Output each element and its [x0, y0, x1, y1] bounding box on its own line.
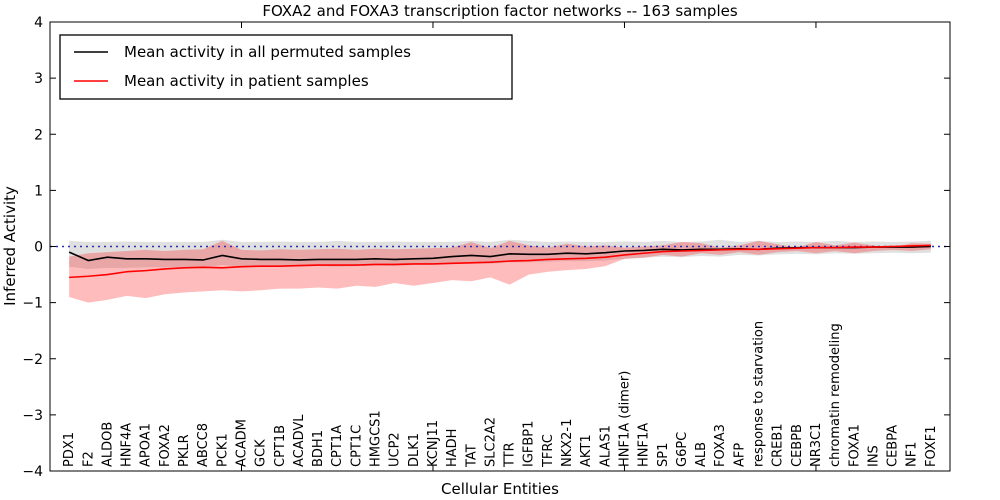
x-category-label: PDX1 [62, 432, 77, 467]
y-tick-label: −3 [22, 408, 43, 424]
x-category-label: FOXA2 [158, 424, 173, 467]
x-category-label: FOXA1 [847, 424, 862, 467]
y-tick-label: 3 [34, 71, 43, 87]
x-category-label: CEBPA [886, 425, 901, 467]
y-tick-label: −1 [22, 296, 43, 312]
series-line-patient [69, 244, 931, 279]
x-category-label: AKT1 [579, 434, 594, 467]
x-category-label: FOXA3 [713, 424, 728, 467]
x-category-label: CPT1A [330, 425, 345, 467]
x-category-label: GCK [254, 439, 269, 467]
x-axis-label: Cellular Entities [441, 480, 559, 498]
x-category-label: ACADVL [292, 414, 307, 467]
x-category-label: chromatin remodeling [828, 323, 843, 467]
x-category-label: PCK1 [215, 433, 230, 467]
x-category-label: NKX2-1 [560, 419, 575, 467]
x-category-label: APOA1 [139, 423, 154, 467]
x-category-label: HADH [445, 429, 460, 467]
x-category-label: SP1 [656, 443, 671, 467]
x-category-label: ABCC8 [196, 423, 211, 467]
x-category-label: UCP2 [388, 432, 403, 467]
chart-generated-layer: 4 3 2 1 0 −1 −2 −3 −4 PDX1 F2 ALDOB HNF4A APOA1 FOXA2 P… [22, 15, 950, 480]
x-category-label: PKLR [177, 434, 192, 467]
x-category-label: NR3C1 [809, 423, 824, 467]
y-tick-label: −2 [22, 352, 43, 368]
band-patient [69, 240, 931, 303]
x-category-label: response to starvation [752, 321, 767, 467]
x-category-label: SLC2A2 [483, 417, 498, 467]
x-category-label: ACADM [234, 419, 249, 467]
x-category-label: KCNJ11 [426, 420, 441, 467]
plot-frame [49, 21, 951, 472]
x-category-label: CEBPB [790, 424, 805, 467]
legend-label-patient: Mean activity in patient samples [124, 72, 369, 90]
x-category-label: TFRC [541, 434, 556, 468]
x-category-label: TTR [503, 442, 518, 468]
x-category-label: NF1 [905, 442, 920, 467]
x-category-label: CPT1C [349, 425, 364, 467]
legend-label-permuted: Mean activity in all permuted samples [124, 43, 411, 61]
x-category-label: HNF1A [637, 423, 652, 467]
x-category-label: HMGCS1 [369, 410, 384, 467]
y-tick-label: 4 [34, 15, 43, 31]
legend: Mean activity in all permuted samples Me… [59, 34, 513, 100]
x-category-label: FOXF1 [924, 425, 939, 467]
x-category-label: ALB [694, 442, 709, 467]
legend-box [59, 34, 513, 100]
x-category-label: DLK1 [407, 433, 422, 467]
y-tick-label: 1 [34, 183, 43, 199]
y-tick-label: −4 [22, 464, 43, 480]
x-category-label: CREB1 [771, 423, 786, 467]
x-category-label: AFP [732, 443, 747, 467]
x-category-label: CPT1B [273, 425, 288, 467]
x-category-label: BDH1 [311, 430, 326, 467]
x-category-label: G6PC [675, 432, 690, 467]
x-category-label: IGFBP1 [522, 421, 537, 467]
x-category-label: INS [866, 445, 881, 467]
y-tick-label: 0 [34, 240, 43, 256]
x-category-label: ALAS1 [598, 425, 613, 467]
y-axis-label: Inferred Activity [1, 186, 19, 306]
x-category-label: TAT [464, 444, 479, 468]
x-category-label: ALDOB [100, 422, 115, 467]
y-tick-label: 2 [34, 127, 43, 143]
x-category-label: HNF1A (dimer) [617, 371, 632, 467]
x-category-label: HNF4A [120, 423, 135, 467]
chart-title: FOXA2 and FOXA3 transcription factor net… [262, 2, 738, 20]
x-category-label: F2 [81, 451, 96, 467]
